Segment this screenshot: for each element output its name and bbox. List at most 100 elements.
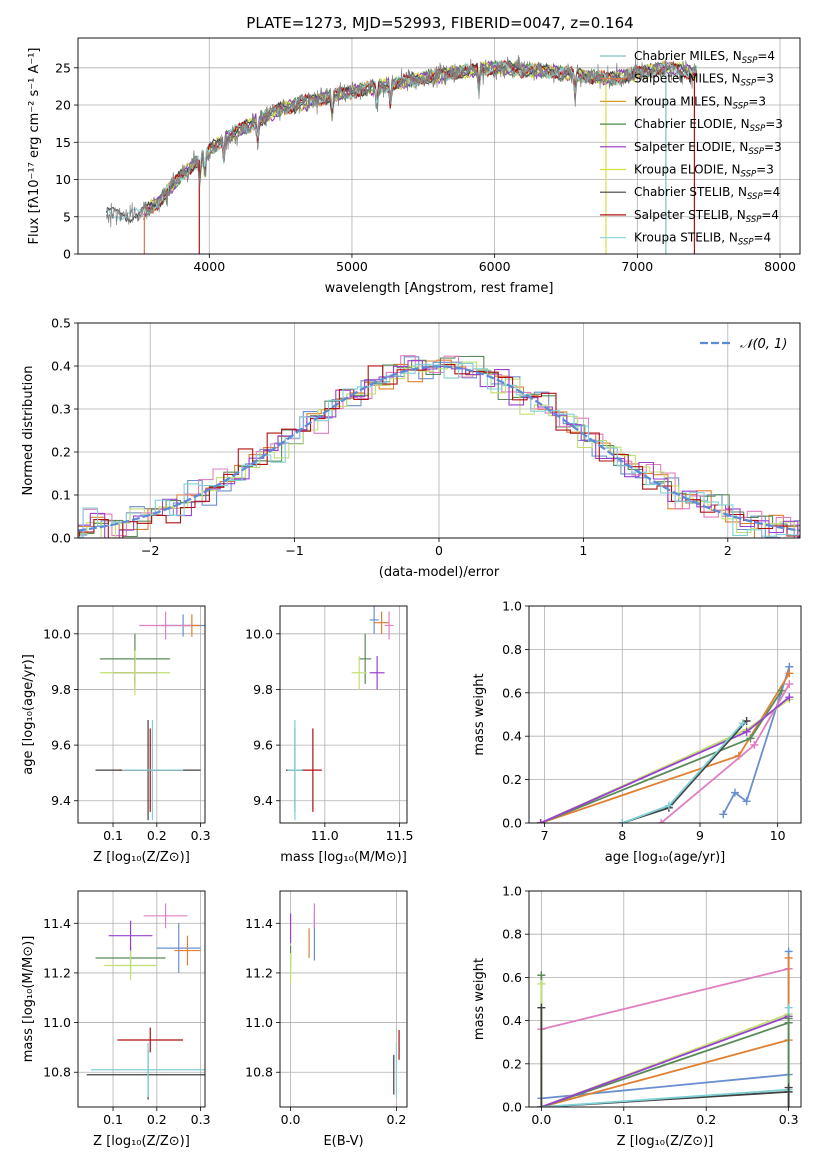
y-tick-label: 0.4 — [502, 1013, 522, 1028]
x-tick-label: 2 — [724, 543, 732, 558]
plus-marker — [784, 953, 793, 962]
mass-weight-line — [541, 1039, 789, 1107]
y-tick-label: 11.0 — [245, 1015, 273, 1030]
y-tick-label: 0.8 — [502, 927, 522, 942]
residual-histogram — [78, 360, 800, 538]
x-tick-label: 0.3 — [779, 1112, 799, 1127]
mass-weight-line — [541, 1073, 789, 1100]
y-tick-label: 0.0 — [502, 816, 522, 831]
plus-marker — [742, 727, 751, 736]
plus-marker — [618, 819, 627, 823]
x-tick-label: 8000 — [764, 259, 796, 274]
plus-marker — [537, 1003, 546, 1012]
plus-marker — [784, 1014, 793, 1023]
y-tick-label: 0.8 — [502, 642, 522, 657]
plus-marker — [537, 971, 546, 980]
x-tick-label: 4000 — [193, 259, 225, 274]
mass-weight-line — [540, 698, 790, 823]
legend-label: Salpeter STELIB, NSSP=4 — [634, 208, 779, 225]
figure-title: PLATE=1273, MJD=52993, FIBERID=0047, z=0… — [246, 14, 633, 32]
x-axis-label: Z [log₁₀(Z/Z⊙)] — [617, 1134, 714, 1149]
plus-marker — [777, 686, 786, 695]
mass-weight-line — [541, 1015, 789, 1107]
legend: Chabrier MILES, NSSP=4 Salpeter MILES, NS… — [600, 49, 783, 248]
x-tick-label: 0.1 — [103, 828, 123, 843]
plus-marker — [719, 810, 728, 819]
plot-spectrum: 4000 5000 6000 7000 8000 0 5 10 15 20 25 wavelength… — [27, 37, 801, 296]
plot-area — [289, 903, 400, 1098]
y-axis-label: mass [log₁₀(M/M⊙)] — [21, 936, 36, 1063]
y-tick-label: 0.2 — [51, 445, 71, 460]
y-tick-label: 5 — [63, 209, 71, 224]
plot-area — [536, 662, 794, 823]
axes-frame — [77, 890, 206, 1108]
y-tick-label: 9.8 — [51, 682, 71, 697]
y-tick-label: 0.0 — [502, 1100, 522, 1115]
model-spectrum-line — [143, 59, 698, 212]
y-tick-label: 20 — [55, 98, 71, 113]
x-tick-label: 0.0 — [531, 1112, 551, 1127]
y-tick-label: 0.6 — [502, 970, 522, 985]
mass-weight-line — [541, 1021, 789, 1107]
axes-frame — [279, 605, 408, 824]
plus-marker — [784, 1083, 793, 1092]
y-tick-label: 0.4 — [51, 359, 71, 374]
y-tick-label: 9.4 — [51, 793, 71, 808]
x-tick-label: −1 — [285, 543, 303, 558]
plot-area — [106, 55, 698, 254]
y-tick-label: 9.8 — [253, 682, 273, 697]
plus-marker — [742, 797, 751, 806]
plus-marker — [785, 669, 794, 678]
y-axis-label: Normed distribution — [21, 366, 36, 496]
mass-weight-line — [540, 696, 790, 823]
axes-frame — [528, 890, 802, 1108]
y-axis-label: Flux [fλ10⁻¹⁷ erg cm⁻² s⁻¹ A⁻¹] — [27, 48, 42, 245]
y-tick-label: 11.2 — [245, 965, 273, 980]
x-tick-label: 7 — [541, 828, 549, 843]
legend-label: Salpeter ELODIE, NSSP=3 — [634, 140, 782, 157]
plot-massweight_vs_Z: 0.0 0.1 0.2 0.3 0.0 0.2 0.4 0.6 0.8 1.0 Z [log₁₀(Z… — [472, 884, 802, 1149]
mass-weight-line — [621, 722, 744, 823]
x-axis-label: wavelength [Angstrom, rest frame] — [325, 281, 554, 296]
mass-weight-line — [540, 672, 791, 823]
x-axis-label: (data-model)/error — [379, 565, 500, 580]
y-tick-label: 10.0 — [245, 626, 273, 641]
mass-weight-line — [722, 666, 791, 815]
x-tick-label: 1 — [579, 543, 587, 558]
mass-weight-line — [541, 1088, 789, 1107]
legend-label: Chabrier STELIB, NSSP=4 — [634, 185, 780, 202]
x-axis-label: age [log₁₀(age/yr)] — [605, 850, 726, 865]
y-tick-label: 0.2 — [502, 1056, 522, 1071]
y-tick-label: 1.0 — [502, 884, 522, 899]
x-tick-label: 0 — [435, 543, 443, 558]
y-axis-label: mass weight — [472, 958, 487, 1040]
y-tick-label: 0.5 — [51, 316, 71, 331]
y-tick-label: 9.6 — [51, 738, 71, 753]
plus-marker — [657, 819, 666, 823]
legend-label: Chabrier ELODIE, NSSP=3 — [634, 117, 783, 134]
x-tick-label: 9 — [696, 828, 704, 843]
x-tick-label: 0.3 — [191, 828, 211, 843]
plus-marker — [746, 734, 755, 743]
axes-frame — [279, 890, 408, 1108]
mass-weight-line — [540, 690, 783, 823]
residual-histogram — [78, 361, 800, 538]
plus-marker — [785, 693, 794, 702]
y-tick-label: 0 — [63, 247, 71, 262]
legend: 𝒩(0, 1) — [700, 337, 787, 352]
legend-label: Kroupa STELIB, NSSP=4 — [634, 231, 771, 248]
axes-frame — [528, 605, 802, 824]
y-tick-label: 1.0 — [502, 599, 522, 614]
x-tick-label: 0.1 — [103, 1112, 123, 1127]
y-tick-label: 11.2 — [43, 965, 71, 980]
x-tick-label: 0.2 — [147, 828, 167, 843]
plus-marker — [664, 801, 673, 810]
y-tick-label: 10.8 — [245, 1065, 273, 1080]
x-tick-label: −2 — [141, 543, 159, 558]
legend-label: Kroupa MILES, NSSP=3 — [634, 94, 766, 111]
plot-area — [95, 611, 205, 821]
x-tick-label: 11.0 — [311, 828, 339, 843]
plot-area — [285, 606, 394, 821]
y-tick-label: 9.4 — [253, 793, 273, 808]
